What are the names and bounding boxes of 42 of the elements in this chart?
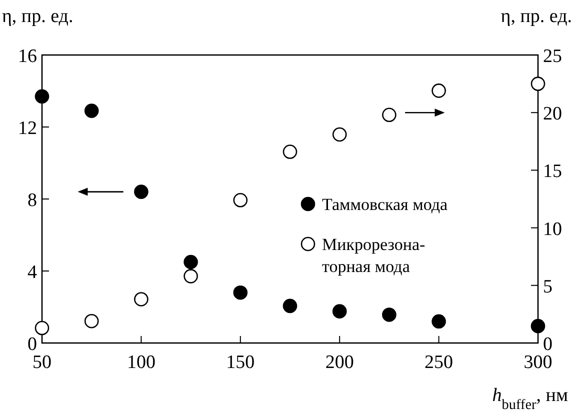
x-tick-label: 150 [226,352,255,373]
y-tick-label: 8 [28,190,37,211]
point [282,144,298,159]
y2-axis-title: η, пр. ед. [500,6,572,27]
x-tick-label: 200 [325,352,354,373]
point [34,89,50,104]
point [134,184,148,199]
point [382,308,396,322]
point [332,127,347,142]
y2-tick-label: 10 [543,218,562,240]
point [233,193,248,208]
point [84,104,99,118]
point [282,298,298,314]
y2-tick-label: 5 [543,276,552,298]
y-tick-label: 4 [28,262,38,283]
point [34,320,50,336]
y2-tick-label: 25 [543,46,562,67]
point [382,108,396,122]
y2-tick-label: 20 [543,104,562,125]
x-tick-label: 250 [424,352,454,373]
x-tick-label: 50 [32,352,52,373]
y2-tick-label: 0 [543,334,552,355]
x-tick-label: 100 [126,352,156,373]
legend-label: Таммовская мода [322,195,448,214]
point [432,314,446,329]
y2-tick-label: 15 [543,161,562,182]
point [530,318,546,334]
point [432,84,446,98]
point [332,304,347,318]
point [84,314,99,328]
y-tick-label: 0 [28,334,37,355]
y-tick-label: 16 [18,46,37,67]
x-tick-label: 300 [524,352,552,373]
y-tick-label: 12 [18,118,37,139]
point [233,285,248,300]
point [184,269,198,284]
point [134,292,148,306]
x-axis-title: h$_{buffer}$, нм [492,385,568,413]
y-axis-title: η, пр. ед. [2,6,74,27]
legend-label: Микрорезона-торная мода [322,235,426,276]
point [184,254,198,270]
point [530,76,546,91]
